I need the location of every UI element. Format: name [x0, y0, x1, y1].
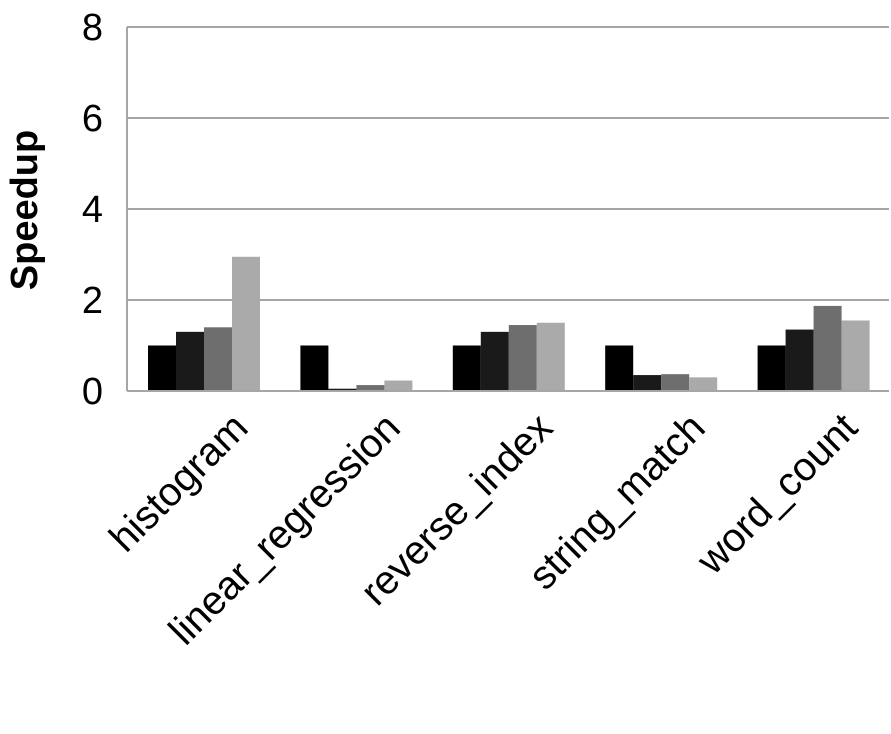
y-tick-label: 0 — [82, 371, 103, 413]
bar-linear_regression-series-1 — [300, 345, 329, 391]
gridlines — [127, 26, 889, 301]
bar-linear_regression-series-2 — [328, 388, 357, 391]
bar-string_match-series-1 — [605, 345, 634, 391]
bar-word_count-series-3 — [813, 305, 842, 391]
bar-linear_regression-series-3 — [356, 385, 385, 391]
x-tick-labels: histogramlinear_regressionreverse_indexs… — [101, 405, 866, 653]
bar-word_count-series-1 — [757, 345, 786, 391]
bar-histogram-series-4 — [232, 256, 260, 391]
bar-reverse_index-series-3 — [508, 325, 537, 391]
bar-string_match-series-2 — [633, 375, 662, 391]
bar-word_count-series-4 — [841, 320, 870, 391]
bar-reverse_index-series-2 — [480, 331, 509, 391]
bar-histogram-series-3 — [204, 327, 232, 391]
y-tick-label: 6 — [82, 98, 103, 140]
bar-string_match-series-3 — [661, 374, 690, 391]
bar-linear_regression-series-4 — [384, 380, 413, 391]
axes — [126, 27, 889, 392]
bar-word_count-series-2 — [785, 329, 814, 391]
bar-histogram-series-1 — [148, 345, 176, 391]
bar-reverse_index-series-1 — [452, 345, 481, 391]
bar-string_match-series-4 — [689, 377, 718, 391]
y-tick-label: 2 — [82, 280, 103, 322]
y-axis-title: Speedup — [4, 130, 46, 290]
y-tick-label: 4 — [82, 189, 103, 231]
bars — [148, 256, 870, 391]
bar-reverse_index-series-4 — [536, 322, 565, 391]
bar-histogram-series-2 — [176, 331, 204, 391]
y-tick-labels: 0 2 4 6 8 — [82, 7, 103, 413]
y-tick-label: 8 — [82, 7, 103, 49]
x-tick-label-histogram: histogram — [101, 405, 256, 560]
x-tick-label-word_count: word_count — [688, 405, 866, 583]
